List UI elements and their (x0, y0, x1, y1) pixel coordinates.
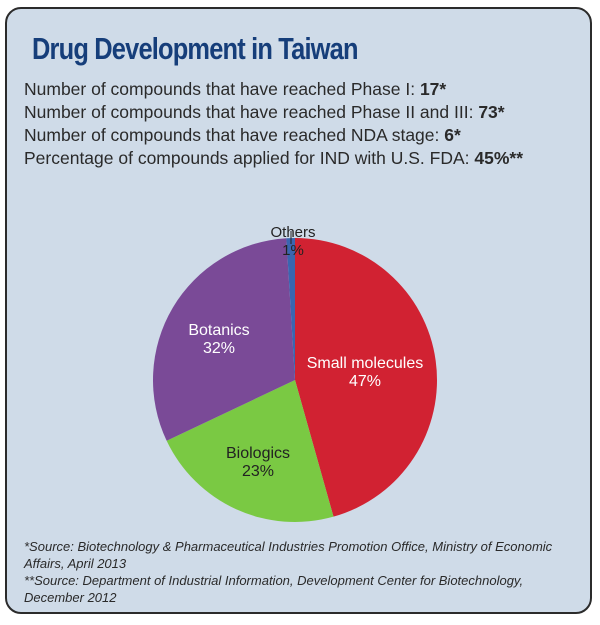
fact-phase-1: Number of compounds that have reached Ph… (24, 78, 523, 101)
facts-list: Number of compounds that have reached Ph… (24, 78, 523, 170)
fact-label: Number of compounds that have reached Ph… (24, 102, 479, 122)
slice-value-label: 23% (242, 463, 274, 480)
fact-value: 17* (419, 79, 447, 99)
source-1: *Source: Biotechnology & Pharmaceutical … (24, 539, 553, 571)
slice-label: Botanics (188, 322, 249, 339)
fact-label: Number of compounds that have reached Ph… (24, 79, 420, 99)
sources: *Source: Biotechnology & Pharmaceutical … (24, 538, 579, 606)
pie-slice-botanics (153, 238, 295, 441)
fact-ind-fda: Percentage of compounds applied for IND … (24, 147, 523, 170)
slice-value-label: 1% (282, 242, 304, 259)
fact-label: Percentage of compounds applied for IND … (24, 148, 475, 168)
slice-label: Biologics (226, 445, 290, 462)
slice-value-label: 32% (203, 340, 235, 357)
page-title: Drug Development in Taiwan (32, 31, 358, 66)
slice-value-label: 47% (349, 373, 381, 390)
slice-label: Small molecules (307, 355, 423, 372)
pie-slice-small-molecules (295, 238, 438, 517)
source-2: **Source: Department of Industrial Infor… (24, 573, 524, 605)
fact-nda: Number of compounds that have reached ND… (24, 124, 523, 147)
fact-value: 6* (444, 125, 461, 145)
fact-value: 45%** (474, 148, 524, 168)
fact-value: 73* (478, 102, 505, 122)
pie-slice-others (286, 238, 295, 380)
fact-label: Number of compounds that have reached ND… (24, 125, 445, 145)
slice-label: Others (270, 224, 315, 241)
fact-phase-2-3: Number of compounds that have reached Ph… (24, 101, 523, 124)
pie-slice-biologics (166, 380, 334, 522)
